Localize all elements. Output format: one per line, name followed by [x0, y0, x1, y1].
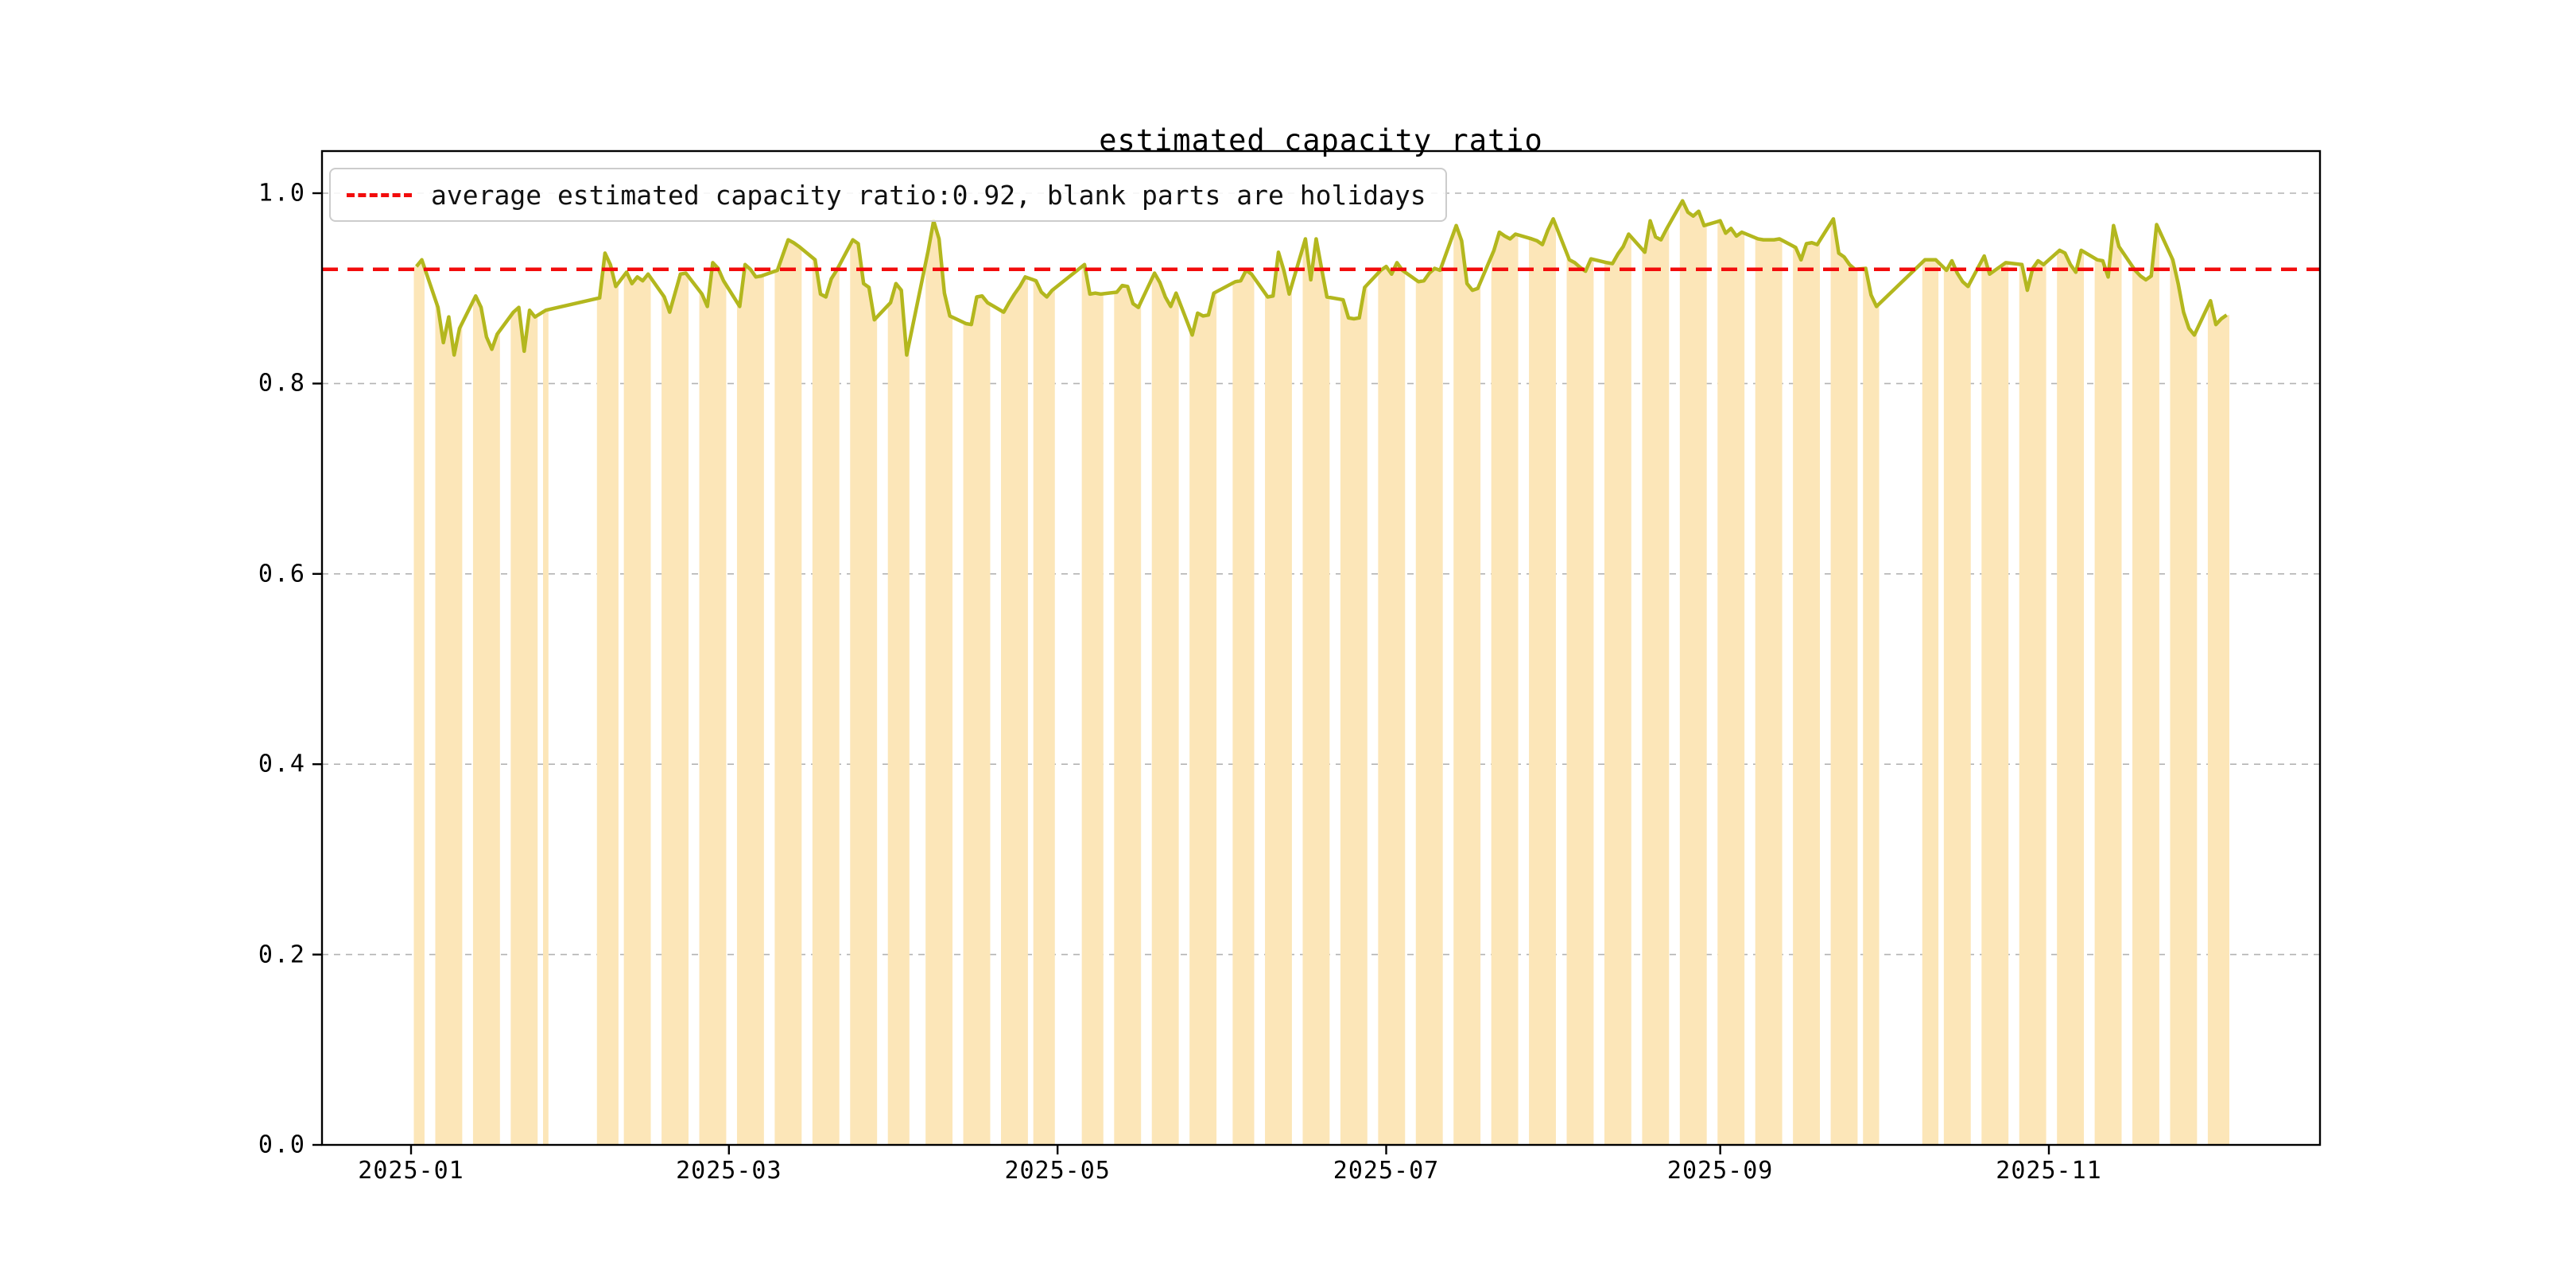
- x-tick-label-2025-07: 2025-07: [1333, 1157, 1440, 1185]
- workday-fill-bar: [1302, 200, 1330, 1145]
- workday-fill-bar: [1642, 200, 1670, 1145]
- workday-fill-bar: [472, 200, 500, 1145]
- x-tick-label-2025-09: 2025-09: [1666, 1157, 1774, 1185]
- workday-fill-bar: [1830, 200, 1858, 1145]
- workday-fill-bar: [812, 200, 840, 1145]
- workday-fill-bar: [2132, 200, 2159, 1145]
- average-line-legend-swatch: [347, 192, 412, 197]
- axes-spines: [320, 149, 2322, 1146]
- workday-fill-bar: [2019, 200, 2046, 1145]
- workday-fill-bar: [1491, 200, 1519, 1145]
- workday-fill-bar: [1793, 200, 1821, 1145]
- workday-fill-bar: [1151, 200, 1179, 1145]
- capacity-ratio-line: [415, 199, 2228, 357]
- workday-fill-bar: [1679, 200, 1707, 1145]
- y-tick-label-1.0: 1.0: [258, 179, 306, 208]
- workday-fill-bar: [435, 200, 463, 1145]
- workday-fill-bar: [850, 200, 878, 1145]
- workday-fill-bar: [1604, 200, 1631, 1145]
- x-tick-label-2025-11: 2025-11: [1996, 1157, 2102, 1185]
- y-tick-label-0.2: 0.2: [258, 941, 306, 969]
- x-tick-label-2025-01: 2025-01: [358, 1157, 464, 1185]
- workday-fill-bar: [699, 200, 727, 1145]
- workday-fill-bar: [963, 200, 991, 1145]
- workday-fill-bar: [1943, 200, 1971, 1145]
- workday-fill-bar: [887, 200, 910, 1145]
- x-tick-label-2025-03: 2025-03: [676, 1157, 782, 1185]
- workday-fill-bar: [661, 200, 689, 1145]
- legend-label: average estimated capacity ratio:0.92, b…: [431, 179, 1426, 211]
- workday-fill-bar: [1081, 200, 1104, 1145]
- workday-fill-bar: [1114, 200, 1142, 1145]
- y-tick-label-0.8: 0.8: [258, 369, 306, 398]
- workday-fill-bar: [1340, 200, 1368, 1145]
- workday-fill-bar: [596, 200, 619, 1145]
- workday-fill-bar: [1378, 200, 1406, 1145]
- workday-fill-bar: [2094, 200, 2122, 1145]
- workday-fill-bar: [413, 200, 425, 1145]
- workday-fill-bar: [510, 200, 538, 1145]
- workday-fill-bar: [2207, 200, 2230, 1145]
- workday-fill-bar: [2170, 200, 2198, 1145]
- workday-fill-bar: [1981, 200, 2009, 1145]
- y-tick-label-0.0: 0.0: [258, 1131, 306, 1159]
- workday-fill-bar: [1232, 200, 1255, 1145]
- workday-fill-bar: [623, 200, 651, 1145]
- workday-fill-bar: [1717, 200, 1745, 1145]
- workday-fill-bar: [1566, 200, 1594, 1145]
- workday-fill-bar: [736, 200, 764, 1145]
- y-tick-label-0.4: 0.4: [258, 750, 306, 778]
- workday-fill-bar: [2057, 200, 2085, 1145]
- workday-fill-bar: [1453, 200, 1481, 1145]
- workday-fill-bar: [774, 200, 802, 1145]
- y-tick-label-0.6: 0.6: [258, 560, 306, 588]
- workday-fill-bar: [1189, 200, 1217, 1145]
- workday-fill-bar: [1265, 200, 1292, 1145]
- x-tick-label-2025-05: 2025-05: [1004, 1157, 1111, 1185]
- workday-fill-bar: [925, 200, 953, 1145]
- workday-fill-bar: [1033, 200, 1055, 1145]
- chart-title: estimated capacity ratio: [1099, 123, 1543, 157]
- workday-fill-bar: [1755, 200, 1783, 1145]
- legend: average estimated capacity ratio:0.92, b…: [329, 168, 1447, 222]
- workday-fill-bar: [1001, 200, 1028, 1145]
- workday-fill-bar: [1415, 200, 1443, 1145]
- workday-fill-bar: [1529, 200, 1556, 1145]
- workday-fill-bar: [543, 200, 549, 1145]
- workday-fill-bar: [1922, 200, 1939, 1145]
- workday-fill-bar: [1863, 200, 1880, 1145]
